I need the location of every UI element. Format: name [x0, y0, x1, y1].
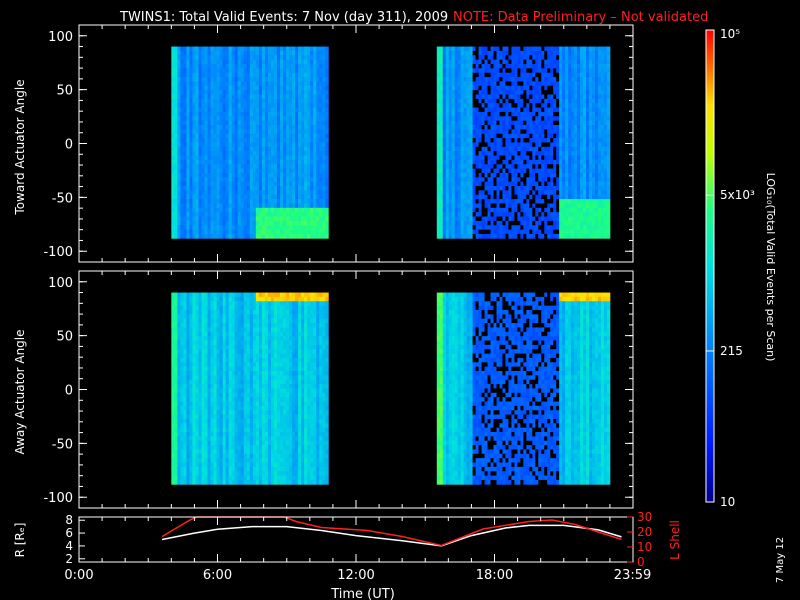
orbit-series-1 [161, 516, 622, 547]
colorbar-tick-label-3: 10 [720, 495, 735, 509]
orbit-ytick-right-3: 0 [637, 555, 645, 569]
colorbar-ticks: 10⁵ 5x10³ 215 10 [706, 27, 755, 509]
generation-date: 7 May 12 [775, 537, 786, 583]
colorbar-label: LOG₁₀(Total Valid Events per Scan) [764, 173, 777, 362]
colorbar-tick-label-2: 215 [720, 344, 743, 358]
orbit-ytick-right-1: 20 [637, 525, 652, 539]
orbit-ytick-left-3: 2 [65, 552, 73, 566]
heatmap-block-0 [171, 46, 329, 239]
colorbar-tick-label-0: 10⁵ [720, 27, 740, 41]
orbit-series-0 [161, 524, 622, 547]
ytick-label-0-3: -50 [52, 191, 73, 206]
heatmap-block-0 [171, 292, 329, 485]
orbit-ytick-left-2: 4 [65, 539, 73, 553]
orbit-xlabel: Time (UT) [330, 587, 395, 600]
ytick-label-0-0: 100 [48, 30, 73, 45]
orbit-ylabel-left: R [Rₑ] [13, 523, 27, 558]
preliminary-note: NOTE: Data Preliminary – Not validated [453, 10, 708, 25]
xtick-label-3: 18:00 [476, 568, 513, 583]
orbit-ytick-right-0: 30 [637, 510, 652, 524]
xtick-label-2: 12:00 [337, 568, 374, 583]
toward-ylabel: Toward Actuator Angle [13, 79, 27, 215]
ytick-label-1-3: -50 [52, 437, 73, 452]
heatmap-block-1 [436, 46, 611, 239]
ytick-label-0-2: 0 [65, 138, 73, 153]
chart-title: TWINS1: Total Valid Events: 7 Nov (day 3… [119, 10, 448, 25]
heatmap-block-1 [436, 292, 611, 485]
ytick-label-1-4: -100 [43, 491, 73, 506]
away-heatmap-panel: 100 50 0 -50 -100 [43, 270, 634, 509]
ytick-label-1-0: 100 [48, 276, 73, 291]
ytick-label-1-1: 50 [56, 330, 73, 345]
away-ylabel: Away Actuator Angle [13, 329, 27, 454]
ytick-label-0-4: -100 [43, 245, 73, 260]
xtick-label-0: 0:00 [64, 568, 93, 583]
ytick-label-0-1: 50 [56, 84, 73, 99]
colorbar [705, 29, 715, 503]
orbit-ylabel-right: L Shell [668, 520, 682, 560]
orbit-ytick-left-0: 8 [65, 513, 73, 527]
xtick-label-4: 23:59 [614, 568, 651, 583]
ytick-label-1-2: 0 [65, 384, 73, 399]
colorbar-tick-label-1: 5x10³ [720, 188, 755, 202]
orbit-ytick-right-2: 10 [637, 540, 652, 554]
toward-heatmap-panel: 100 50 0 -50 -100 [43, 24, 634, 263]
xtick-label-1: 6:00 [203, 568, 232, 583]
orbit-ytick-left-1: 6 [65, 526, 73, 540]
